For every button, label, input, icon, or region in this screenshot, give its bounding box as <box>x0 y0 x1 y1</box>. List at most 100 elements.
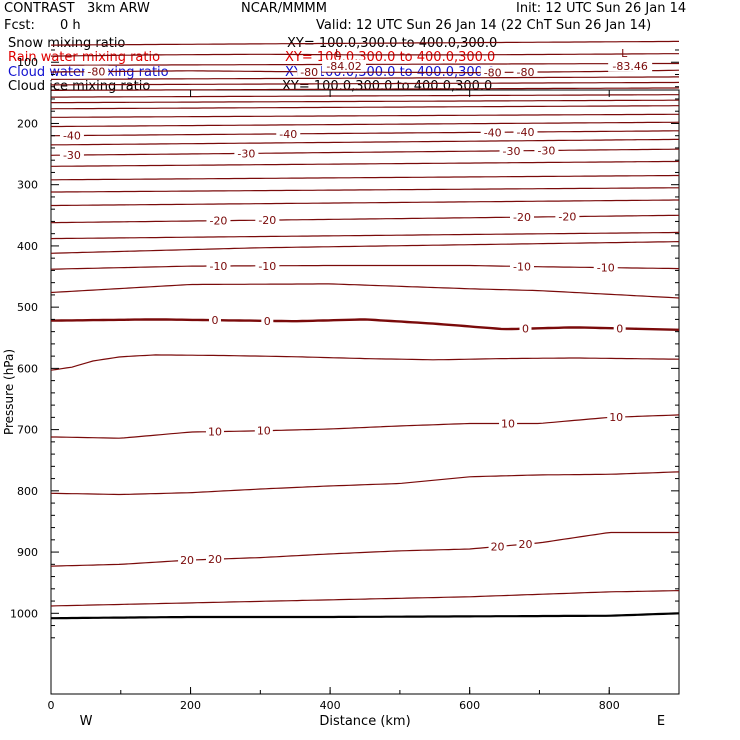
contour-label: -80 <box>517 66 535 79</box>
low-marker: L <box>621 47 628 60</box>
organization-label: NCAR/MMMM <box>241 1 327 16</box>
contour-label-mask <box>59 149 84 162</box>
y-tick-label: 800 <box>17 485 38 498</box>
contour-label: -80 <box>300 66 318 79</box>
contour-label: -80 <box>484 66 502 79</box>
contour-line <box>50 354 680 371</box>
contour-line <box>51 414 680 439</box>
contour-label-mask <box>206 214 231 227</box>
contour-label: -10 <box>258 260 276 273</box>
contour-label: 0 <box>211 314 218 327</box>
contour-line <box>50 138 679 146</box>
contour-label: 10 <box>257 425 271 438</box>
contour-label-mask <box>205 553 224 566</box>
contour-line <box>51 199 679 207</box>
contour-line <box>51 76 679 80</box>
contour-line <box>50 53 679 57</box>
contour-label-mask <box>59 129 84 142</box>
contour-label: 20 <box>180 554 194 567</box>
minimum-label-mask <box>608 59 653 72</box>
low-marker: L <box>335 47 342 60</box>
y-tick-label: 600 <box>17 362 38 375</box>
contour-label-mask <box>205 425 224 438</box>
forecast-hour: 0 h <box>60 18 81 33</box>
contour-label-mask <box>480 126 505 139</box>
contour-label: 20 <box>491 541 505 554</box>
contour-line <box>50 214 680 224</box>
contour-label-mask <box>510 260 534 273</box>
contour-label: -10 <box>597 262 615 275</box>
contour-label: -10 <box>513 260 531 273</box>
contour-label: -20 <box>558 211 576 224</box>
contour-label-mask <box>234 147 259 160</box>
y-tick-label: 100 <box>17 56 38 69</box>
contour-line <box>51 160 680 167</box>
init-time: Init: 12 UTC Sun 26 Jan 14 <box>516 1 687 16</box>
contour-label-mask <box>206 260 231 273</box>
field-name-snow: Snow mixing ratio <box>8 36 126 51</box>
contour-label-mask <box>510 211 534 224</box>
x-tick-label: 600 <box>459 699 480 712</box>
contour-label: 10 <box>501 417 515 430</box>
minimum-value-label: -84.02 <box>326 60 361 73</box>
contour-line <box>51 81 680 86</box>
contour-line <box>50 148 679 156</box>
ground-line <box>51 612 680 620</box>
contour-line <box>51 113 679 118</box>
contour-line <box>51 69 680 74</box>
contour-line <box>50 590 680 607</box>
contour-label-mask <box>499 144 524 157</box>
contour-line <box>50 231 680 240</box>
contour-label-mask <box>499 417 518 430</box>
contour-label: -40 <box>517 126 535 139</box>
contour-label-mask <box>276 127 301 140</box>
contour-label: 20 <box>208 553 222 566</box>
contour-label: -30 <box>537 144 555 157</box>
field-name-rain: Rain water mixing ratio <box>8 50 161 65</box>
contour-label: -20 <box>513 211 531 224</box>
contour-line <box>51 40 679 46</box>
contour-label: -40 <box>279 128 297 141</box>
contour-label-mask <box>480 66 505 79</box>
contour-label-mask <box>516 538 535 551</box>
contour-line <box>50 105 679 110</box>
x-axis-label: Distance (km) <box>319 714 410 729</box>
minimum-label-mask <box>322 59 367 72</box>
contour-label: -80 <box>87 66 105 79</box>
contour-label: -20 <box>209 215 227 228</box>
minimum-value-label: -83.46 <box>612 60 647 73</box>
contour-line <box>51 94 679 98</box>
contour-label-mask <box>513 66 538 79</box>
west-label: W <box>80 714 93 729</box>
contour-line <box>51 121 680 128</box>
contour-label: 0 <box>616 322 623 335</box>
contour-label-mask <box>513 126 538 139</box>
east-label: E <box>657 714 665 729</box>
x-tick-label: 0 <box>48 699 55 712</box>
contour-label-mask <box>519 322 532 335</box>
y-tick-label: 300 <box>17 179 38 192</box>
contour-label: -40 <box>484 126 502 139</box>
contour-label-mask <box>255 259 280 272</box>
model-title: CONTRAST 3km ARW <box>4 1 150 16</box>
valid-time: Valid: 12 UTC Sun 26 Jan 14 (22 ChT Sun … <box>316 18 652 33</box>
contour-label-mask <box>255 214 280 227</box>
y-tick-label: 700 <box>17 424 38 437</box>
contour-label: 0 <box>522 323 529 336</box>
x-tick-label: 800 <box>599 699 620 712</box>
contour-line <box>51 99 679 104</box>
plot-frame <box>50 89 680 695</box>
y-tick-label: 400 <box>17 240 38 253</box>
contour-line <box>51 187 679 193</box>
contour-label-mask <box>534 144 559 157</box>
y-tick-label: 200 <box>17 117 38 130</box>
contour-label: 10 <box>609 411 623 424</box>
contour-label: -40 <box>63 130 81 143</box>
contour-label-mask <box>613 322 626 335</box>
x-tick-label: 400 <box>320 699 341 712</box>
y-axis-label: Pressure (hPa) <box>2 349 16 435</box>
contour-label: -30 <box>237 147 255 160</box>
contour-line <box>50 241 680 254</box>
y-tick-label: 900 <box>17 546 38 559</box>
